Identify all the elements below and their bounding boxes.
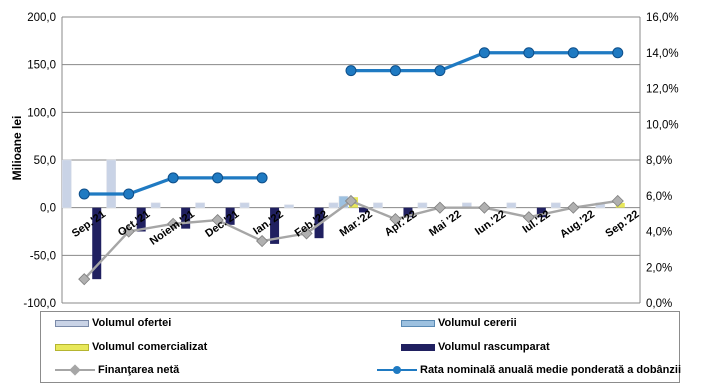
- legend-label-cererii: Volumul cererii: [438, 317, 517, 329]
- y2-tick-label: 6,0%: [646, 191, 672, 203]
- rate-point: [612, 47, 624, 59]
- bar-volumul-rascumparat: [136, 207, 146, 232]
- bar-volumul-rascumparat: [270, 207, 280, 244]
- net-financing-point: [478, 201, 491, 214]
- legend-item-volumul-comercializat: Volumul comercializat: [55, 341, 207, 353]
- bar-volumul-ofertei: [195, 202, 205, 208]
- rate-point: [256, 172, 268, 184]
- bar-volumul-ofertei: [417, 202, 428, 208]
- y2-tick-label: 0,0%: [646, 298, 672, 310]
- chart-plot: Milioane lei -100,0 -50,0 0,0 50,0 100,0 150,…: [10, 12, 679, 310]
- y-tick-label: -50,0: [30, 250, 56, 262]
- y2-tick-label: 16,0%: [646, 12, 679, 24]
- legend-swatch-rascumparat: [401, 343, 435, 351]
- net-financing-point: [567, 201, 580, 214]
- x-tick-label: Sep.'21: [70, 208, 108, 240]
- legend-item-volumul-rascumparat: Volumul rascumparat: [401, 341, 550, 353]
- y2-tick-label: 2,0%: [646, 262, 672, 274]
- x-tick-label: Ian.'22: [251, 208, 286, 237]
- x-tick-label: Sep.'22: [603, 208, 641, 240]
- bar-volumul-ofertei: [61, 159, 72, 208]
- legend-item-finantarea-neta: Finanţarea netă: [55, 364, 179, 376]
- legend-label-finantare: Finanţarea netă: [98, 364, 180, 376]
- net-financing-point: [122, 225, 135, 238]
- y-tick-label: 0,0: [40, 203, 56, 215]
- bar-volumul-rascumparat: [403, 207, 413, 218]
- bar-volumul-rascumparat: [92, 207, 102, 280]
- rate-point: [434, 65, 446, 77]
- net-financing-point: [344, 194, 358, 208]
- bar-volumul-rascumparat: [181, 207, 191, 229]
- y-tick-label: 50,0: [34, 155, 56, 167]
- x-tick-label: Mar.'22: [338, 208, 375, 239]
- y-tick-label: 100,0: [27, 107, 56, 119]
- bar-volumul-ofertei: [150, 202, 161, 208]
- rate-point: [167, 172, 179, 184]
- bar-volumul-ofertei: [239, 202, 250, 208]
- bar-volumul-rascumparat: [536, 207, 546, 218]
- net-financing-point: [300, 227, 313, 240]
- legend-item-rata-dobanzii: Rata nominală anuală medie ponderată a d…: [377, 364, 681, 376]
- net-financing-point: [522, 211, 535, 224]
- rate-point: [123, 188, 135, 200]
- bar-volumul-ofertei: [106, 159, 116, 208]
- y-tick-label: 200,0: [27, 12, 56, 24]
- y-tick-label: -100,0: [23, 298, 56, 310]
- legend-label-comercializat: Volumul comercializat: [92, 341, 208, 353]
- rate-point: [345, 65, 357, 77]
- rate-point: [212, 172, 224, 184]
- legend-label-rascumparat: Volumul rascumparat: [438, 341, 550, 353]
- x-tick-label: Iun.'22: [473, 208, 508, 238]
- x-tick-label: Feb.'22: [293, 208, 331, 239]
- x-tick-label: Apr.'22: [383, 208, 420, 239]
- legend-swatch-cererii: [401, 319, 435, 327]
- bar-volumul-comercializat: [615, 202, 625, 208]
- legend-item-volumul-cererii: Volumul cererii: [401, 317, 517, 329]
- bar-volumul-ofertei: [551, 202, 561, 208]
- legend-swatch-rata: [377, 365, 417, 375]
- legend-label-rata: Rata nominală anuală medie ponderată a d…: [420, 364, 682, 376]
- rate-point: [567, 47, 579, 59]
- y2-tick-label: 10,0%: [646, 119, 679, 131]
- rate-point: [523, 47, 535, 59]
- rate-point: [478, 47, 490, 59]
- net-financing-point: [389, 213, 402, 226]
- bar-volumul-ofertei: [373, 202, 383, 208]
- bar-volumul-rascumparat: [359, 207, 368, 213]
- net-financing-point: [78, 273, 91, 286]
- bar-volumul-rascumparat: [225, 207, 235, 225]
- x-tick-label: Iul.'22: [520, 208, 552, 235]
- bar-volumul-ofertei: [284, 204, 294, 208]
- rate-point: [389, 65, 401, 77]
- net-financing-point: [167, 217, 180, 230]
- bar-volumul-ofertei: [506, 202, 517, 208]
- x-tick-label: Aug.'22: [558, 208, 597, 240]
- x-tick-label: Dec.'21: [203, 208, 241, 240]
- chart-legend: Volumul ofertei Volumul cererii Volumul …: [40, 311, 681, 383]
- y2-tick-label: 4,0%: [646, 227, 672, 239]
- y-tick-label: 150,0: [27, 60, 56, 72]
- legend-swatch-comercializat: [55, 343, 89, 351]
- legend-item-volumul-ofertei: Volumul ofertei: [55, 317, 171, 329]
- net-financing-point: [433, 201, 446, 214]
- y2-tick-label: 12,0%: [646, 84, 679, 96]
- x-tick-label: Mai '22: [427, 208, 464, 239]
- legend-swatch-finantare: [55, 364, 95, 376]
- net-financing-point: [256, 234, 269, 248]
- y-axis-label: Milioane lei: [10, 116, 24, 181]
- x-tick-label: Oct.'21: [116, 208, 153, 239]
- net-financing-point: [611, 194, 624, 208]
- y2-tick-label: 8,0%: [646, 155, 672, 167]
- legend-label-ofertei: Volumul ofertei: [92, 317, 172, 329]
- rate-point: [78, 188, 90, 200]
- y2-tick-label: 14,0%: [646, 48, 679, 60]
- net-financing-point: [211, 213, 224, 227]
- bar-volumul-ofertei: [328, 202, 339, 208]
- legend-swatch-ofertei: [55, 319, 89, 327]
